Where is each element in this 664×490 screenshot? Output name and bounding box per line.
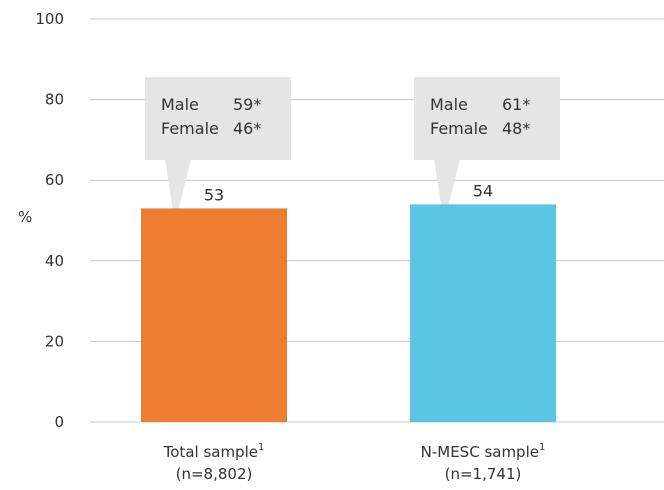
y-tick-label: 20	[45, 332, 64, 350]
annotation-value: 59*	[233, 95, 261, 114]
footnote-marker: 1	[539, 442, 545, 453]
annotation-value: 48*	[502, 119, 530, 138]
annotation-label: Female	[161, 119, 219, 138]
bar-total-sample	[141, 208, 287, 422]
annotation-value: 61*	[502, 95, 530, 114]
category-labels: Total sample1 (n=8,802) N-MESC sample1 (n=1…	[163, 442, 546, 483]
annotation-box	[145, 77, 291, 160]
y-tick-label: 60	[45, 171, 64, 189]
y-tick-label: 100	[35, 10, 64, 28]
x-category-label: N-MESC sample1	[421, 442, 546, 461]
annotation-label: Female	[430, 119, 488, 138]
annotation-callouts: Male 59* Female 46* Male 61* Female 48*	[145, 77, 560, 224]
x-category-n: (n=8,802)	[176, 465, 253, 483]
x-category-n: (n=1,741)	[445, 465, 522, 483]
annotation-value: 46*	[233, 119, 261, 138]
bar-n-mesc-sample	[410, 204, 556, 422]
y-tick-label: 0	[54, 413, 64, 431]
y-tick-label: 80	[45, 91, 64, 109]
annotation-box	[414, 77, 560, 160]
bar-value-label: 53	[204, 185, 224, 204]
y-tick-label: 40	[45, 252, 64, 270]
bars: 53 54	[141, 181, 556, 422]
annotation-label: Male	[430, 95, 468, 114]
annotation-label: Male	[161, 95, 199, 114]
bar-value-label: 54	[473, 181, 493, 200]
annotation-pointer	[434, 159, 460, 224]
y-axis-label: %	[18, 208, 32, 226]
y-axis-ticks: 0 20 40 60 80 100	[35, 10, 64, 431]
footnote-marker: 1	[258, 442, 264, 453]
annotation-pointer	[165, 159, 191, 224]
x-category-label: Total sample1	[163, 442, 265, 461]
